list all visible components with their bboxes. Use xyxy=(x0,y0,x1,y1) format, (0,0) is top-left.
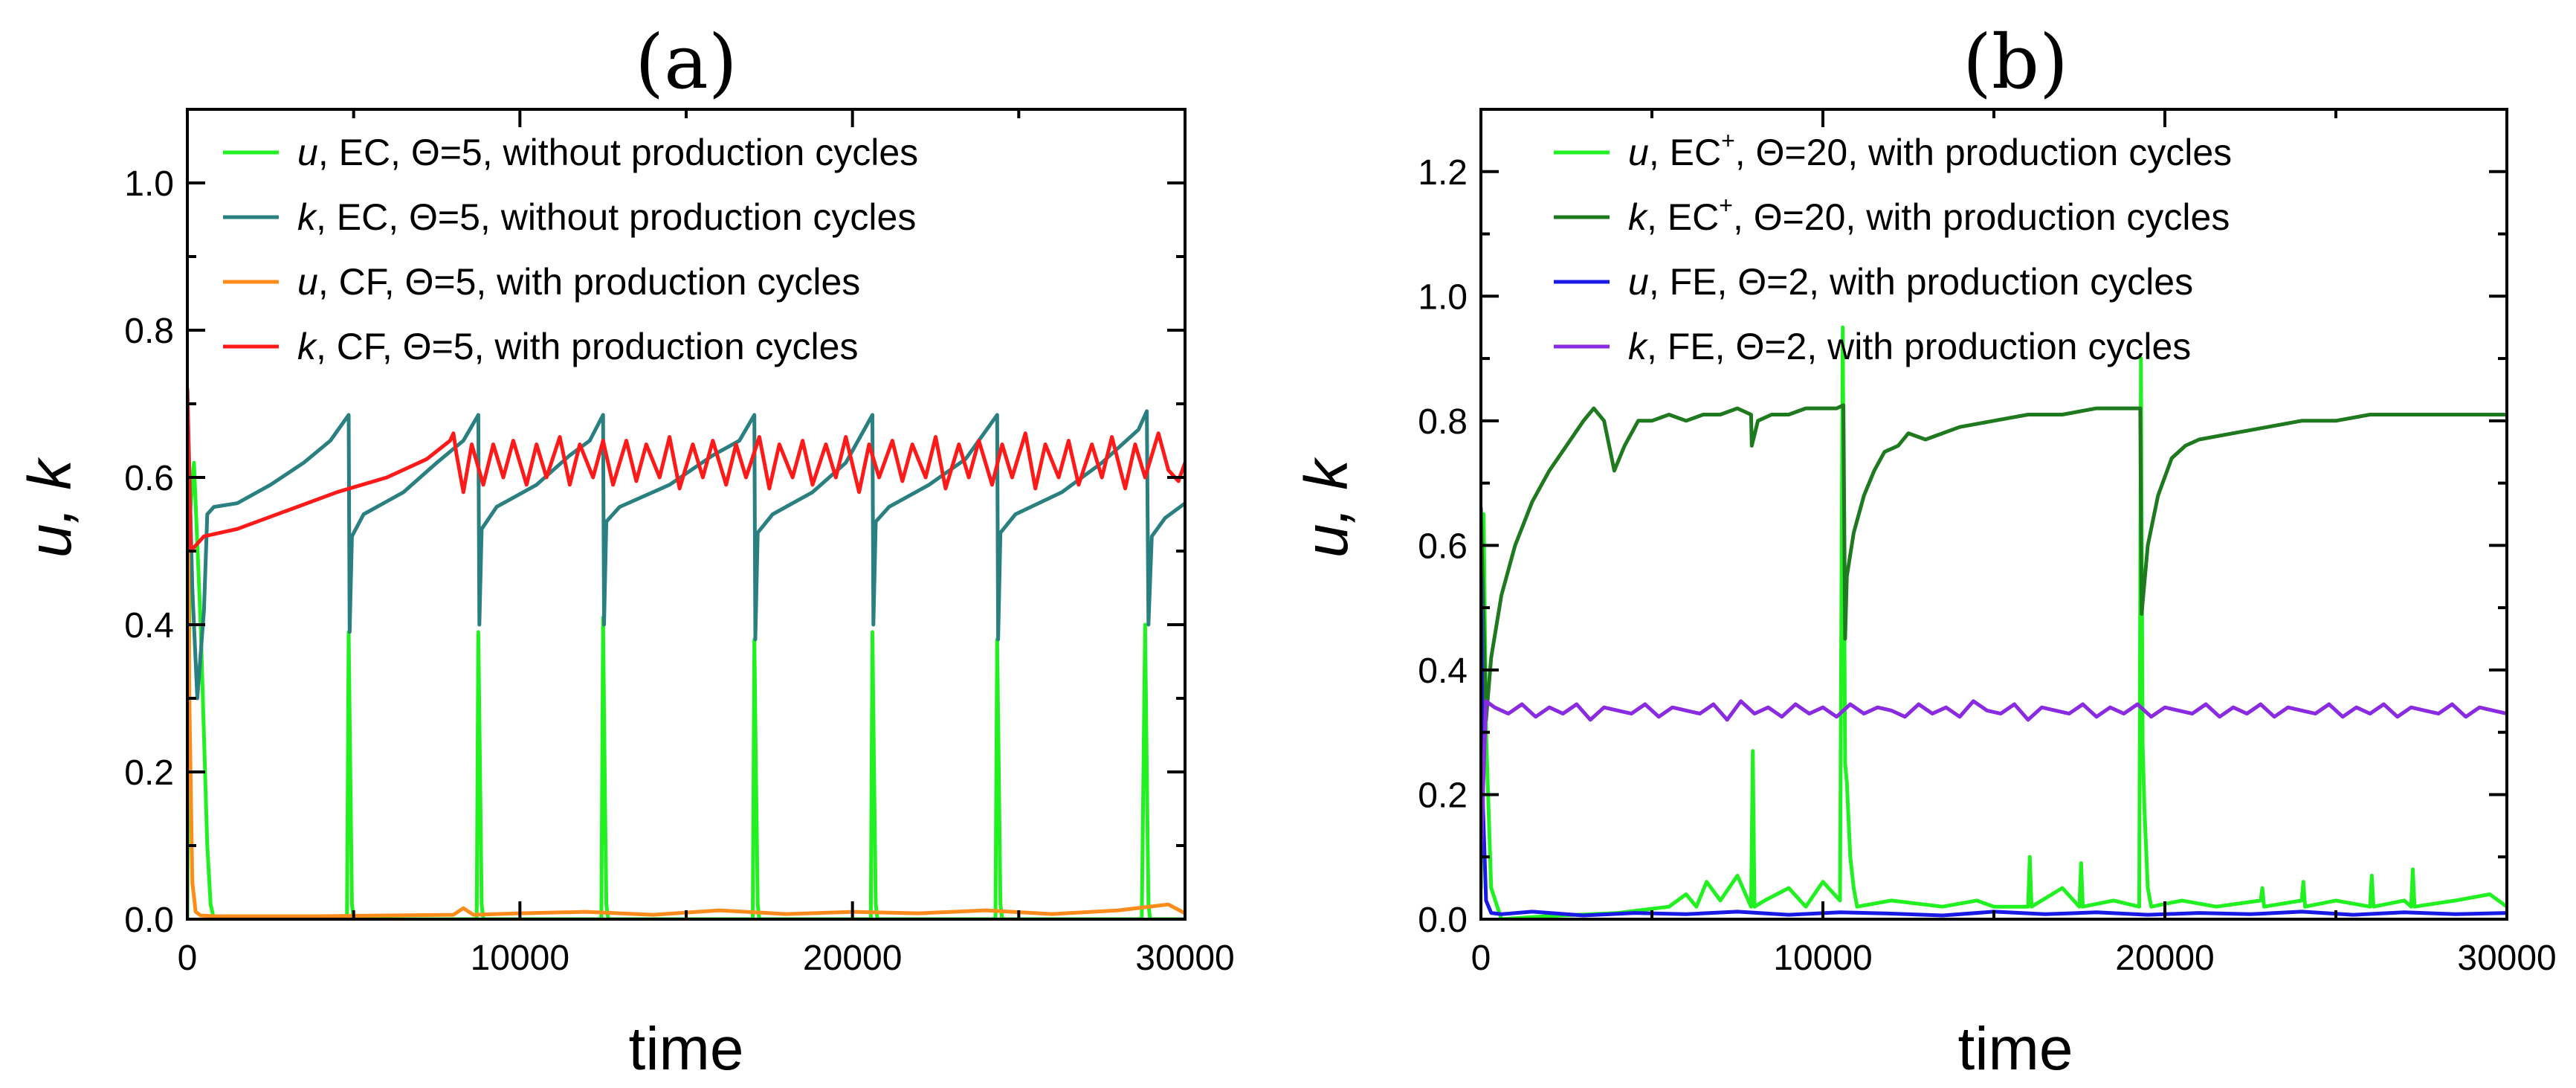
legend-label: k, FE, Θ=2, with production cycles xyxy=(1628,326,2191,367)
legend-entry-2: k, EC+, Θ=20, with production cycles xyxy=(1554,192,2230,238)
panel-a-legend: u, EC, Θ=5, without production cycles k, … xyxy=(223,132,918,367)
y-tick-label: 1.2 xyxy=(1418,153,1468,193)
y-tick-label: 0.2 xyxy=(124,753,174,793)
legend-label: k, EC, Θ=5, without production cycles xyxy=(297,196,916,238)
panel-a-title: (a) xyxy=(635,19,737,106)
y-tick-label: 0.4 xyxy=(1418,651,1468,691)
panel-b-plot xyxy=(1481,325,2507,919)
series-line-3 xyxy=(1481,574,2507,918)
panel-a-ylabel: u, k xyxy=(16,457,84,558)
series-line-4 xyxy=(187,387,1185,553)
y-tick-label: 0.8 xyxy=(1418,402,1468,442)
legend-label: k, CF, Θ=5, with production cycles xyxy=(297,326,858,367)
y-tick-label: 0.2 xyxy=(1418,776,1468,815)
y-tick-label: 1.0 xyxy=(124,164,174,204)
x-tick-label: 20000 xyxy=(803,939,902,978)
x-tick-label: 0 xyxy=(178,939,198,978)
legend-entry-1: u, EC+, Θ=20, with production cycles xyxy=(1554,127,2232,173)
y-tick-label: 0.0 xyxy=(124,901,174,940)
x-tick-label: 0 xyxy=(1471,939,1491,978)
legend-entry-4: k, FE, Θ=2, with production cycles xyxy=(1554,326,2191,367)
panel-a: (a) time u, k 0 10000 20000 300000.00.20.40… xyxy=(16,19,1235,1083)
panel-b-ylabel: u, k xyxy=(1293,457,1360,558)
legend-entry-1: u, EC, Θ=5, without production cycles xyxy=(223,132,918,173)
series-line-4 xyxy=(1481,699,2507,859)
legend-label: k, EC+, Θ=20, with production cycles xyxy=(1628,192,2230,238)
legend-entry-3: u, CF, Θ=5, with production cycles xyxy=(223,261,860,303)
x-tick-label: 30000 xyxy=(2457,939,2556,978)
series-line-1 xyxy=(1481,325,2507,919)
y-tick-label: 0.4 xyxy=(124,606,174,646)
legend-entry-4: k, CF, Θ=5, with production cycles xyxy=(223,326,858,367)
y-tick-label: 0.8 xyxy=(124,312,174,351)
series-line-2 xyxy=(187,387,1185,701)
x-tick-label: 10000 xyxy=(471,939,569,978)
x-tick-label: 30000 xyxy=(1135,939,1234,978)
panel-a-plot xyxy=(187,387,1185,919)
y-tick-label: 0.6 xyxy=(124,459,174,498)
panel-b: (b) time u, k 0 10000 20000 300000.00.20.40… xyxy=(1293,19,2557,1083)
legend-label: u, FE, Θ=2, with production cycles xyxy=(1628,261,2193,303)
legend-label: u, EC, Θ=5, without production cycles xyxy=(297,132,918,173)
legend-entry-2: k, EC, Θ=5, without production cycles xyxy=(223,196,916,238)
panel-b-legend: u, EC+, Θ=20, with production cycles k, E… xyxy=(1554,127,2232,367)
x-tick-label: 20000 xyxy=(2115,939,2214,978)
panel-b-title: (b) xyxy=(1963,19,2068,106)
panel-a-xlabel: time xyxy=(629,1015,744,1083)
legend-label: u, CF, Θ=5, with production cycles xyxy=(297,261,860,303)
series-line-1 xyxy=(187,460,1185,919)
panel-b-xlabel: time xyxy=(1958,1015,2073,1083)
x-tick-label: 10000 xyxy=(1773,939,1872,978)
y-tick-label: 0.0 xyxy=(1418,901,1468,940)
y-tick-label: 0.6 xyxy=(1418,527,1468,566)
legend-label: u, EC+, Θ=20, with production cycles xyxy=(1628,127,2232,173)
series-group xyxy=(1481,325,2507,919)
panel-b-axes: 0 10000 20000 30000 0.0 0.2 0.4 0.6 0.8 1.0 1.2 xyxy=(1418,109,2557,978)
legend-entry-3: u, FE, Θ=2, with production cycles xyxy=(1554,261,2193,303)
series-group xyxy=(187,387,1185,919)
series-line-2 xyxy=(1481,403,2507,722)
y-tick-label: 1.0 xyxy=(1418,277,1468,317)
panel-a-axes: 0 10000 20000 30000 0.0 0.2 0.4 0.6 0.8 1.0 xyxy=(124,109,1235,978)
series-line-3 xyxy=(187,402,1185,918)
